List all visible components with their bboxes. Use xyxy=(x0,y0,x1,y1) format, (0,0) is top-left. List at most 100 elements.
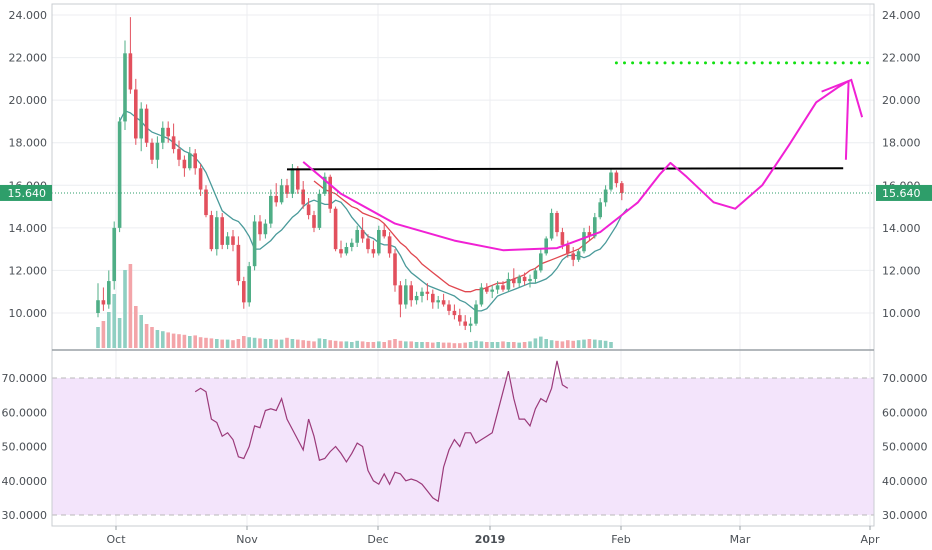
volume-bar xyxy=(576,340,581,348)
volume-bar xyxy=(463,342,467,348)
volume-bar xyxy=(490,342,494,348)
rsi-band-fill xyxy=(52,378,874,515)
rsi-tick-label-right: 40.0000 xyxy=(882,475,928,488)
ema-fast-line xyxy=(119,109,628,312)
candle-body xyxy=(560,232,565,245)
candle-body xyxy=(431,293,435,303)
volume-bar xyxy=(328,340,332,348)
candle-body xyxy=(447,304,451,311)
volume-bar xyxy=(204,337,208,348)
volume-bar xyxy=(166,332,170,348)
volume-bar xyxy=(193,335,197,348)
candle-body xyxy=(123,53,127,122)
candle-body xyxy=(360,229,365,239)
candle-body xyxy=(593,217,597,237)
panel-frame xyxy=(51,3,875,527)
time-label: Oct xyxy=(106,533,126,546)
candle-body xyxy=(490,289,494,292)
candle-body xyxy=(279,185,284,203)
candle-body xyxy=(328,176,332,209)
candle-body xyxy=(171,136,176,150)
candle-body xyxy=(290,168,295,194)
volume-bar xyxy=(323,339,327,348)
volume-bar xyxy=(387,340,392,348)
volume-bar xyxy=(215,339,219,348)
grid xyxy=(52,4,874,526)
candle-body xyxy=(252,221,257,267)
volume-bar xyxy=(198,337,203,348)
volume-bar xyxy=(414,342,419,348)
volume-bar xyxy=(339,341,343,348)
candle-body xyxy=(495,285,500,290)
volume-bar xyxy=(117,318,122,348)
time-label: Apr xyxy=(860,533,880,546)
resistance-line xyxy=(286,167,844,171)
volume-bar xyxy=(571,340,575,348)
rsi-tick-label-left: 50.0000 xyxy=(2,441,48,454)
candle-body xyxy=(501,285,505,290)
candle-body xyxy=(225,236,230,245)
volume-bar xyxy=(566,340,570,348)
volume-bar xyxy=(150,327,154,348)
candle-body xyxy=(609,172,613,190)
candle-body xyxy=(603,189,608,203)
volume-bar xyxy=(506,342,511,348)
volume-bar xyxy=(161,331,165,348)
last-price-label: 15.640 xyxy=(8,187,47,200)
price-tick-label-left: 14.000 xyxy=(9,222,48,235)
candle-body xyxy=(544,238,548,254)
candle-body xyxy=(112,227,116,282)
volume-bar xyxy=(252,337,257,348)
volume-bar xyxy=(598,340,602,348)
rsi-tick-label-right: 70.0000 xyxy=(882,372,928,385)
volume-bar xyxy=(225,339,230,348)
ema-slow-line xyxy=(313,180,596,293)
volume-bar xyxy=(285,337,289,348)
candle-body xyxy=(236,244,241,282)
volume-bar xyxy=(420,342,424,348)
volume-bar xyxy=(274,339,278,348)
time-label: Nov xyxy=(236,533,258,546)
candle-body xyxy=(539,253,543,271)
volume-bar xyxy=(533,338,538,348)
outer-frame xyxy=(51,3,875,527)
candle-body xyxy=(161,127,165,143)
candle-body xyxy=(512,278,516,284)
candle-body xyxy=(296,168,300,190)
candle-body xyxy=(522,276,527,282)
volume-bar xyxy=(350,342,354,348)
candle-body xyxy=(101,300,106,305)
volume-bar xyxy=(458,343,462,348)
volume-bar xyxy=(425,342,430,348)
candle-body xyxy=(571,253,575,260)
candle-body xyxy=(134,89,138,139)
candle-body xyxy=(598,202,602,218)
candle-body xyxy=(387,236,392,254)
candle-body xyxy=(425,291,430,294)
candle-body xyxy=(258,221,262,235)
candle-body xyxy=(474,304,478,324)
volume-bar xyxy=(236,339,241,348)
volume-bar xyxy=(279,339,284,348)
arrow-shaft xyxy=(844,80,850,160)
candle-body xyxy=(155,142,160,160)
volume-bar xyxy=(441,342,446,348)
candle-body xyxy=(420,291,424,296)
candle-body xyxy=(128,53,133,90)
price-tick-label-right: 10.000 xyxy=(882,307,921,320)
rsi-line xyxy=(194,360,569,503)
rsi-tick-label-left: 40.0000 xyxy=(2,475,48,488)
volume-bar xyxy=(512,342,516,348)
candle-body xyxy=(231,236,235,245)
volume-bar xyxy=(96,327,100,348)
volume-bar xyxy=(393,339,397,348)
volume-bar xyxy=(144,324,149,348)
candlesticks xyxy=(96,17,624,333)
price-tick-label-right: 14.000 xyxy=(882,222,921,235)
volume-bar xyxy=(360,341,365,348)
candle-body xyxy=(301,189,305,205)
volume-bar xyxy=(398,340,403,348)
price-tick-label-right: 12.000 xyxy=(882,264,921,277)
axis-labels: Oct Nov Dec 2019 Feb Mar Apr 24.000 24.000 22.000… xyxy=(0,9,932,546)
candle-body xyxy=(242,281,246,303)
